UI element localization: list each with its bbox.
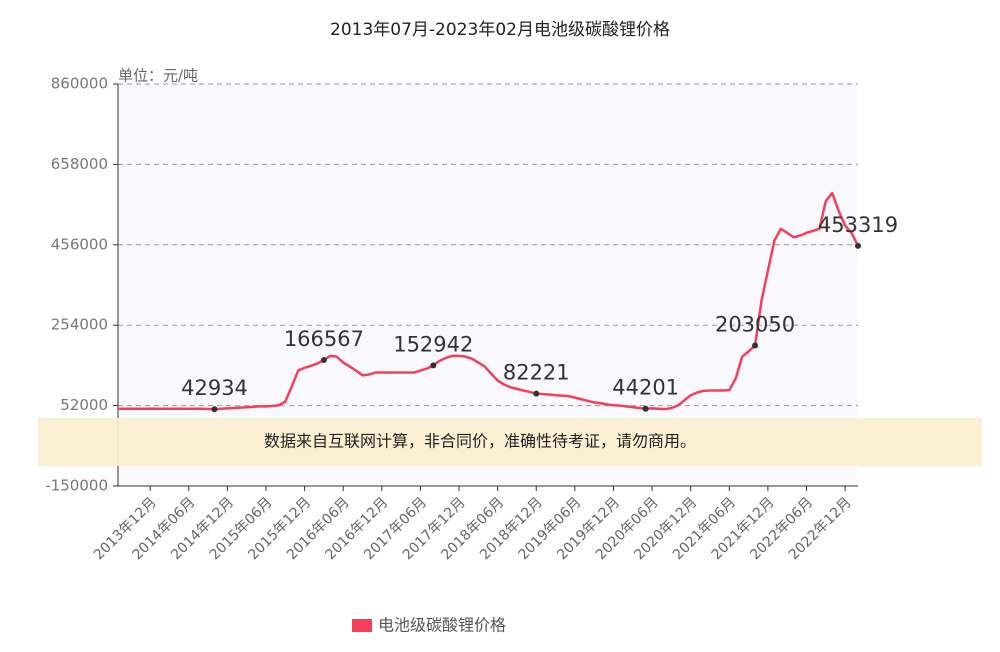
data-label: 44201 (612, 376, 679, 400)
y-tick-label: 52000 (60, 396, 108, 414)
y-tick-label: 254000 (51, 316, 108, 334)
data-label: 166567 (284, 327, 364, 351)
legend-label: 电池级碳酸锂价格 (378, 616, 506, 635)
y-tick-label: 456000 (51, 235, 108, 253)
data-label: 453319 (818, 213, 898, 237)
y-tick-label: 658000 (51, 155, 108, 173)
data-label: 152942 (393, 332, 473, 356)
plot: 42934 166567 152942 82221 44201 203050 453319 (118, 191, 898, 413)
data-label: 82221 (503, 361, 570, 385)
data-label: 203050 (715, 312, 795, 336)
data-point (752, 342, 759, 349)
data-point (855, 242, 861, 249)
note-text: 数据来自互联网计算，非合同价，准确性待考证，请勿商用。 (264, 432, 696, 451)
data-point (211, 406, 218, 413)
data-point (320, 357, 327, 364)
y-tick-label: 860000 (51, 75, 108, 93)
data-point (533, 390, 540, 397)
y-axis-label: 单位：元/吨 (118, 67, 198, 85)
chart-title: 2013年07月-2023年02月电池级碳酸锂价格 (330, 20, 670, 40)
legend-swatch (352, 619, 372, 632)
series-line (118, 191, 860, 411)
data-label: 42934 (181, 376, 248, 400)
data-point (642, 405, 649, 412)
y-tick-label: -150000 (45, 477, 108, 495)
note-banner (38, 418, 982, 466)
legend: 电池级碳酸锂价格 (352, 616, 506, 635)
data-point (430, 362, 437, 369)
